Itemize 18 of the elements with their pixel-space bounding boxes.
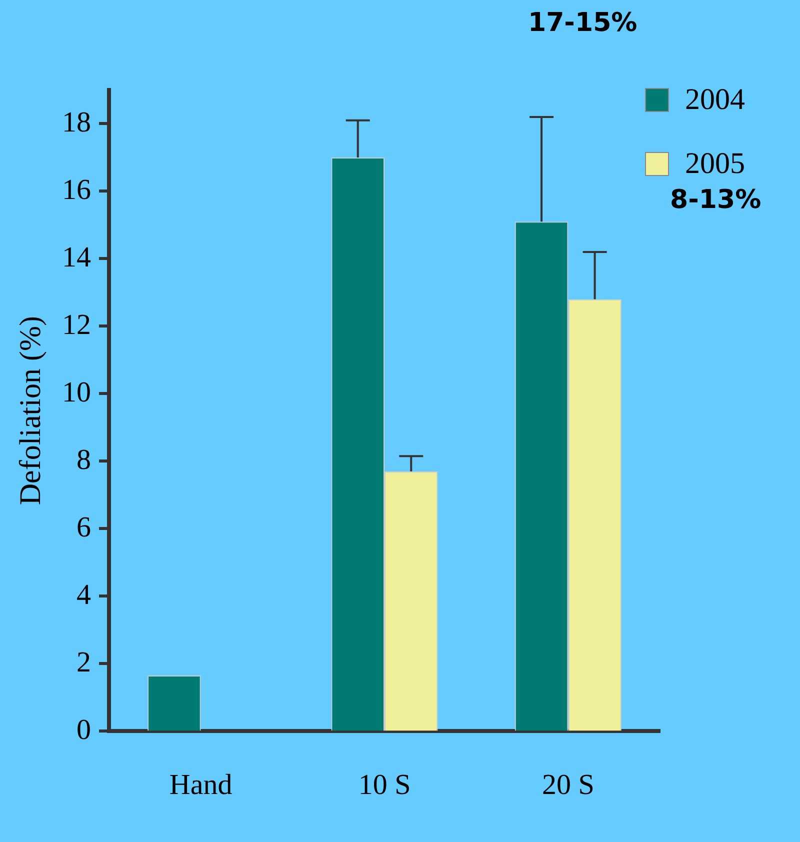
text: 8-13% bbox=[670, 185, 762, 215]
legend-label: 2005 bbox=[685, 147, 745, 181]
x-tick-label: 10 S bbox=[358, 769, 411, 802]
y-tick-label: 4 bbox=[76, 578, 92, 611]
x-tick-label: Hand bbox=[169, 769, 233, 802]
x-tick-label: 20 S bbox=[542, 769, 594, 802]
y-tick-label: 0 bbox=[76, 714, 91, 746]
y-tick-label: 2 bbox=[76, 646, 91, 678]
y-axis-title: Defoliation (%) bbox=[14, 316, 47, 506]
y-tick-label: 14 bbox=[62, 241, 92, 274]
y-tick-label: 10 bbox=[62, 376, 91, 408]
y-tick-label: 6 bbox=[76, 511, 91, 544]
y-tick-label: 12 bbox=[62, 308, 91, 341]
y-tick-label: 16 bbox=[62, 174, 91, 206]
legend-label: 2004 bbox=[685, 83, 745, 117]
y-tick-label: 8 bbox=[76, 444, 91, 476]
y-tick-label: 18 bbox=[62, 106, 91, 138]
text: 17-15% bbox=[528, 8, 638, 38]
